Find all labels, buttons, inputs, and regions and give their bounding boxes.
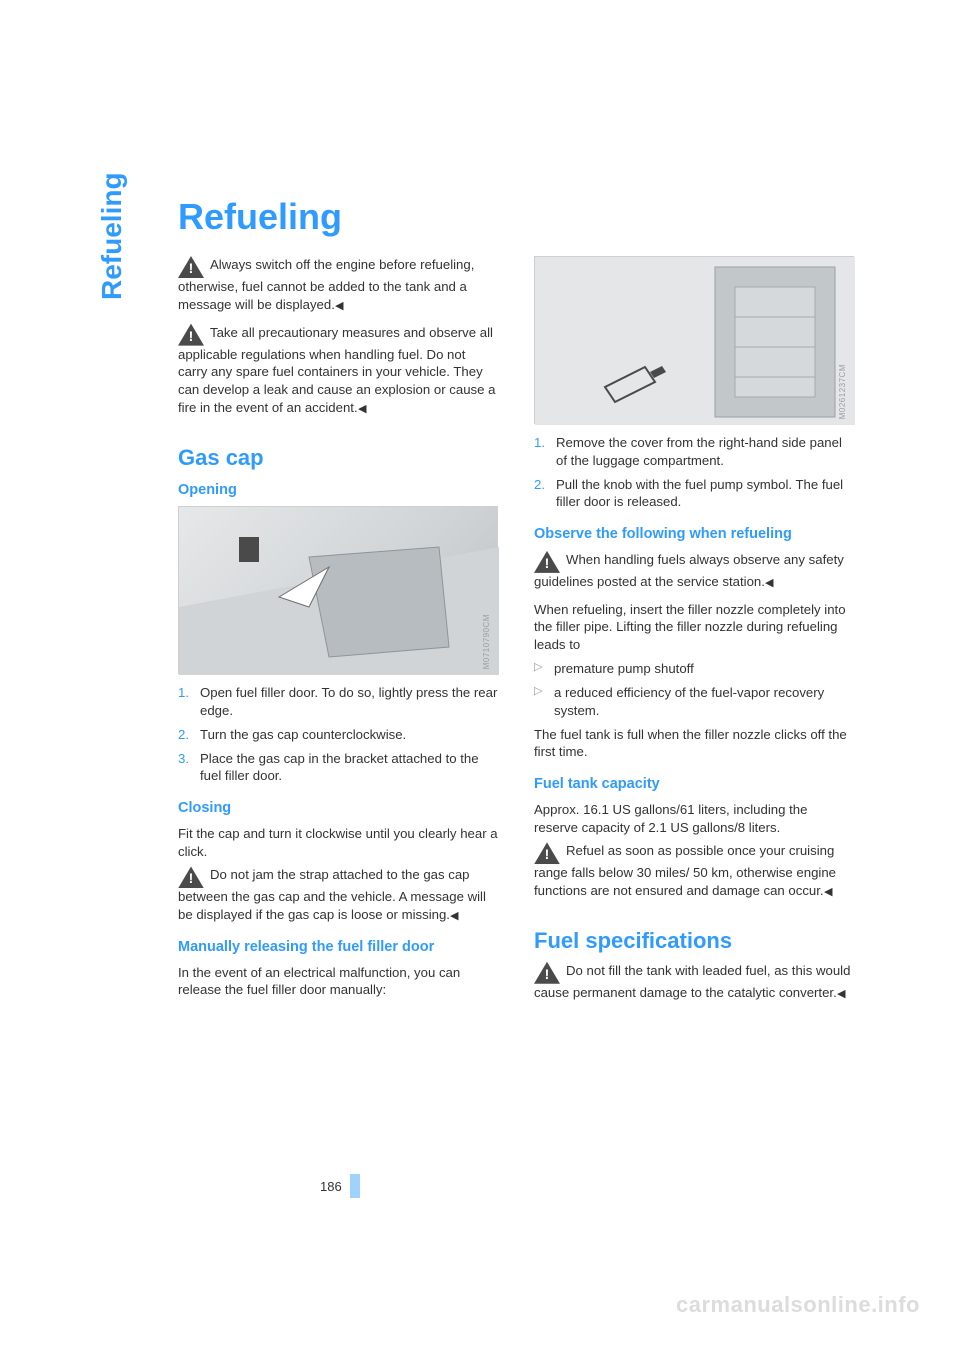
heading-opening: Opening	[178, 481, 498, 501]
warning-text: Always switch off the engine before refu…	[178, 257, 474, 312]
warning-text: Do not jam the strap attached to the gas…	[178, 867, 486, 922]
manual-page: Refueling Refueling Always switch off th…	[0, 0, 960, 1358]
warning-icon	[178, 256, 204, 278]
release-steps: 1. Remove the cover from the right-hand s…	[534, 434, 854, 511]
warning-text: Do not fill the tank with leaded fuel, a…	[534, 963, 850, 1000]
warning-icon	[178, 324, 204, 346]
end-mark-icon: ▶	[837, 987, 845, 1002]
warning-block: Do not fill the tank with leaded fuel, a…	[534, 962, 854, 1002]
left-column: Always switch off the engine before refu…	[178, 256, 498, 1012]
warning-text: Take all precautionary measures and obse…	[178, 325, 495, 415]
step-number: 2.	[178, 726, 189, 744]
step-text: Pull the knob with the fuel pump symbol.…	[556, 477, 843, 510]
figure-stamp: M0710790CM	[482, 614, 493, 669]
warning-block: Do not jam the strap attached to the gas…	[178, 866, 498, 924]
figure-fuel-door: M0710790CM	[178, 506, 498, 674]
warning-icon	[534, 842, 560, 864]
step-text: Remove the cover from the right-hand sid…	[556, 435, 842, 468]
list-item: 1. Open fuel filler door. To do so, light…	[178, 684, 498, 720]
figure-stamp: M0261237CM	[838, 364, 849, 419]
figure-svg	[535, 257, 855, 425]
end-mark-icon: ▶	[765, 576, 773, 591]
warning-text: Refuel as soon as possible once your cru…	[534, 843, 836, 898]
list-item: premature pump shutoff	[534, 660, 854, 678]
end-mark-icon: ▶	[824, 885, 832, 900]
list-item: 2. Pull the knob with the fuel pump symbo…	[534, 476, 854, 512]
observe-end-text: The fuel tank is full when the filler no…	[534, 726, 854, 762]
opening-steps: 1. Open fuel filler door. To do so, light…	[178, 684, 498, 785]
warning-icon	[178, 866, 204, 888]
heading-gas-cap: Gas cap	[178, 443, 498, 473]
warning-block: When handling fuels always observe any s…	[534, 551, 854, 591]
figure-luggage-panel: M0261237CM	[534, 256, 854, 424]
list-item: a reduced efficiency of the fuel-vapor r…	[534, 684, 854, 720]
observe-bullets: premature pump shutoff a reduced efficie…	[534, 660, 854, 719]
page-title: Refueling	[178, 196, 342, 238]
warning-icon	[534, 962, 560, 984]
end-mark-icon: ▶	[335, 299, 343, 314]
step-number: 3.	[178, 750, 189, 768]
manual-release-text: In the event of an electrical malfunctio…	[178, 964, 498, 1000]
warning-icon	[534, 551, 560, 573]
bullet-text: premature pump shutoff	[554, 661, 694, 676]
heading-fuel-spec: Fuel specifications	[534, 926, 854, 956]
heading-closing: Closing	[178, 799, 498, 819]
closing-text: Fit the cap and turn it clockwise until …	[178, 825, 498, 861]
right-column: M0261237CM 1. Remove the cover from the r…	[534, 256, 854, 1012]
bullet-text: a reduced efficiency of the fuel-vapor r…	[554, 685, 824, 718]
warning-block: Refuel as soon as possible once your cru…	[534, 842, 854, 900]
end-mark-icon: ▶	[358, 402, 366, 417]
page-number-bar	[350, 1174, 360, 1198]
step-number: 1.	[178, 684, 189, 702]
heading-manual-release: Manually releasing the fuel filler door	[178, 938, 498, 958]
observe-text: When refueling, insert the filler nozzle…	[534, 601, 854, 654]
step-number: 2.	[534, 476, 545, 494]
page-number: 186	[320, 1179, 342, 1194]
end-mark-icon: ▶	[450, 909, 458, 924]
side-tab-label: Refueling	[96, 172, 128, 300]
step-text: Open fuel filler door. To do so, lightly…	[200, 685, 497, 718]
list-item: 3. Place the gas cap in the bracket attac…	[178, 750, 498, 786]
step-text: Turn the gas cap counterclockwise.	[200, 727, 406, 742]
page-number-wrap: 186	[320, 1174, 360, 1198]
capacity-text: Approx. 16.1 US gallons/61 liters, inclu…	[534, 801, 854, 837]
list-item: 1. Remove the cover from the right-hand s…	[534, 434, 854, 470]
heading-observe: Observe the following when refueling	[534, 525, 854, 545]
content-columns: Always switch off the engine before refu…	[178, 256, 854, 1012]
warning-text: When handling fuels always observe any s…	[534, 552, 844, 589]
warning-block: Always switch off the engine before refu…	[178, 256, 498, 314]
list-item: 2. Turn the gas cap counterclockwise.	[178, 726, 498, 744]
step-number: 1.	[534, 434, 545, 452]
footer-watermark: carmanualsonline.info	[676, 1292, 920, 1318]
figure-svg	[179, 507, 499, 675]
warning-block: Take all precautionary measures and obse…	[178, 324, 498, 417]
heading-capacity: Fuel tank capacity	[534, 775, 854, 795]
step-text: Place the gas cap in the bracket attache…	[200, 751, 479, 784]
